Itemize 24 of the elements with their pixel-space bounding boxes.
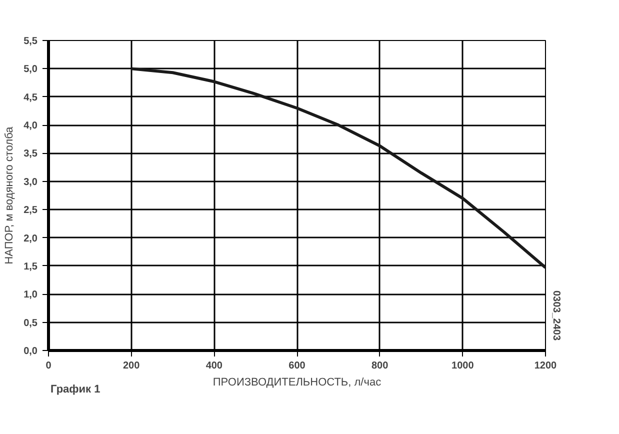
y-tick-label: 4,5 — [24, 92, 38, 104]
x-tick-label: 1000 — [452, 360, 474, 372]
y-axis-title: НАПОР, м водяного столба — [4, 126, 16, 264]
y-tick-label: 4,0 — [24, 120, 38, 132]
y-tick-label: 2,5 — [24, 205, 38, 216]
y-tick-label: 0,0 — [24, 346, 38, 357]
x-tick-label: 400 — [206, 360, 223, 372]
text: 0303_2403 — [550, 290, 562, 341]
y-tick-label: 1,5 — [24, 261, 38, 272]
x-tick-label: 800 — [371, 360, 389, 372]
line-series — [130, 67, 546, 270]
y-tick-label: 3,5 — [24, 148, 38, 160]
text: График 1 — [50, 384, 100, 396]
x-tick-label: 600 — [288, 360, 306, 372]
y-tick-label: 2,0 — [24, 233, 38, 244]
y-tick-label: 0,5 — [24, 318, 38, 329]
x-tick-label: 0 — [46, 360, 52, 372]
y-tick-label: 5,5 — [24, 36, 38, 47]
y-tick-label: 5,0 — [24, 64, 38, 76]
y-tick-label: 1,0 — [24, 290, 38, 301]
x-tick-label: 200 — [122, 360, 140, 372]
x-axis-title: ПРОИЗВОДИТЕЛЬНОСТЬ, л/час — [212, 376, 382, 388]
y-tick-label: 3,0 — [24, 176, 38, 188]
x-tick-label: 1200 — [534, 360, 558, 372]
